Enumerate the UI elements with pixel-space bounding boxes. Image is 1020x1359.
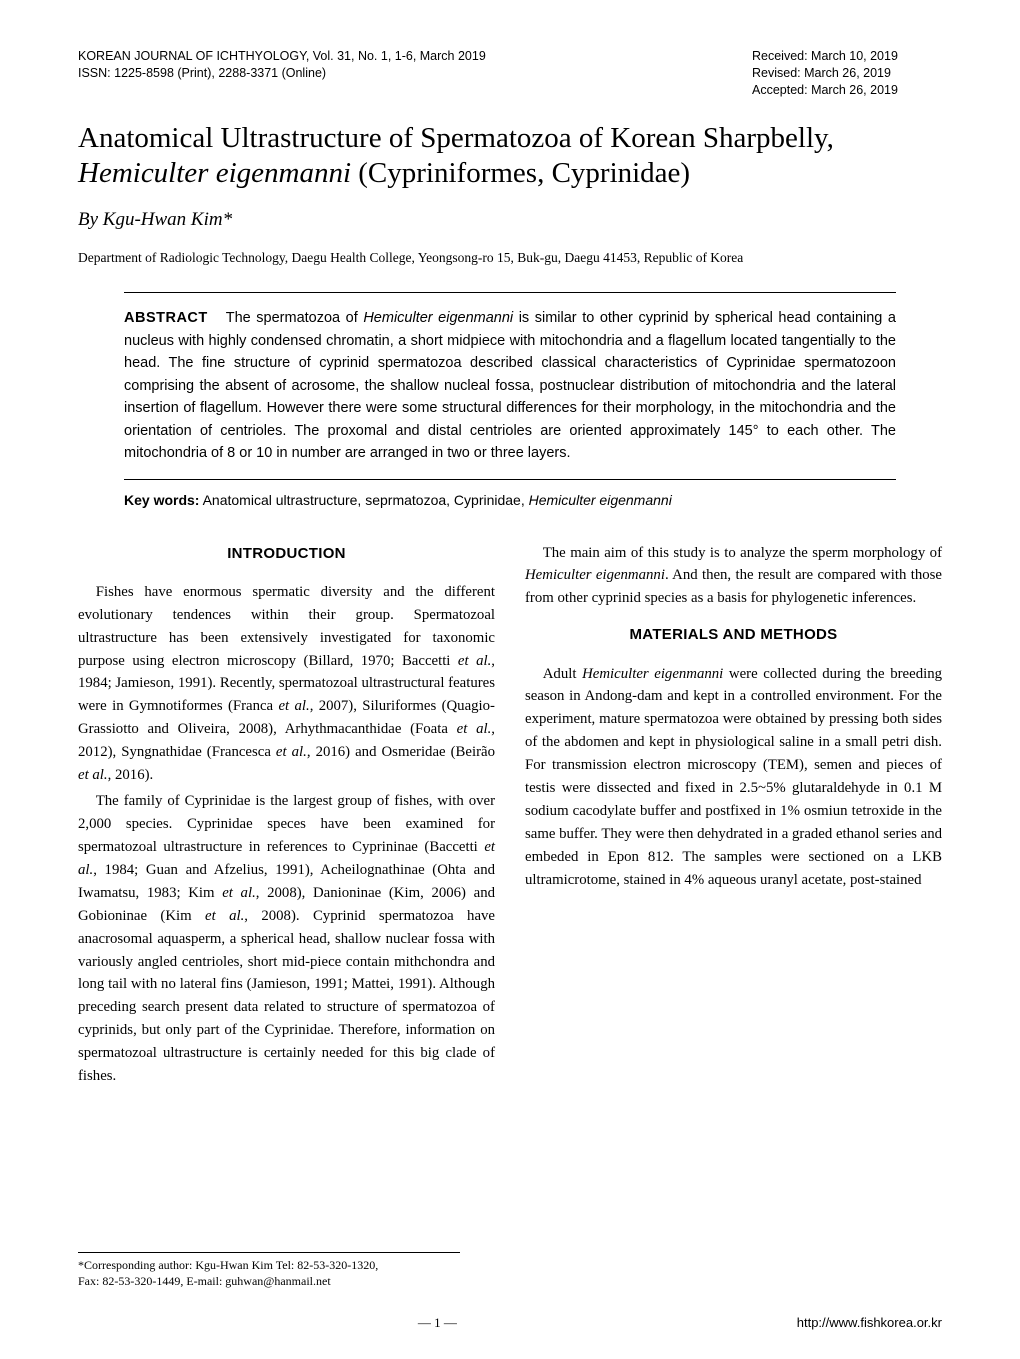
italic-run: et al. (457, 721, 492, 737)
text-run: The main aim of this study is to analyze… (543, 545, 942, 561)
text-run: Adult (543, 666, 582, 682)
header-row: KOREAN JOURNAL OF ICHTHYOLOGY, Vol. 31, … (78, 48, 942, 99)
footnote-line-2: Fax: 82-53-320-1449, E-mail: guhwan@hanm… (78, 1273, 480, 1289)
accepted-date: Accepted: March 26, 2019 (752, 82, 942, 99)
title-species: Hemiculter eigenmanni (78, 157, 351, 189)
methods-paragraph-1: Adult Hemiculter eigenmanni were collect… (525, 663, 942, 892)
intro-paragraph-1: Fishes have enormous spermatic diversity… (78, 581, 495, 787)
keywords-species: Hemiculter eigenmanni (529, 492, 672, 508)
page-number: — 1 — (418, 1315, 457, 1331)
spacer (525, 613, 942, 623)
text-run: The family of Cyprinidae is the largest … (78, 793, 495, 855)
manuscript-dates: Received: March 10, 2019 Revised: March … (752, 48, 942, 99)
introduction-heading: INTRODUCTION (78, 542, 495, 565)
journal-info: KOREAN JOURNAL OF ICHTHYOLOGY, Vol. 31, … (78, 48, 752, 82)
italic-run: Hemiculter eigenmanni (582, 666, 723, 682)
text-run: , 2008). Cyprinid spermatozoa have anacr… (78, 908, 495, 1084)
abstract-before: The spermatozoa of (226, 310, 364, 326)
keywords-text: Anatomical ultrastructure, seprmatozoa, … (199, 492, 528, 508)
intro-paragraph-3: The main aim of this study is to analyze… (525, 542, 942, 611)
revised-date: Revised: March 26, 2019 (752, 65, 942, 82)
author-byline: By Kgu-Hwan Kim* (78, 209, 942, 231)
abstract-block: ABSTRACT The spermatozoa of Hemiculter ei… (124, 292, 896, 479)
page-footer: — 1 — http://www.fishkorea.or.kr (78, 1315, 942, 1331)
footnote-line-1: *Corresponding author: Kgu-Hwan Kim Tel:… (78, 1257, 480, 1273)
footer-site-url: http://www.fishkorea.or.kr (797, 1315, 942, 1331)
italic-run: et al. (458, 653, 491, 669)
italic-run: et al. (276, 744, 307, 760)
title-text-after: (Cypriniformes, Cyprinidae) (351, 157, 690, 189)
text-run: , 2016). (108, 767, 154, 783)
corresponding-author-footnote: *Corresponding author: Kgu-Hwan Kim Tel:… (78, 1257, 480, 1289)
italic-run: Hemiculter eigenmanni (525, 567, 665, 583)
text-run: were collected during the breeding seaso… (525, 666, 942, 888)
intro-paragraph-2: The family of Cyprinidae is the largest … (78, 790, 495, 1088)
keywords-label: Key words: (124, 492, 199, 508)
italic-run: et al. (278, 698, 309, 714)
italic-run: et al. (78, 767, 108, 783)
received-date: Received: March 10, 2019 (752, 48, 942, 65)
journal-line-2: ISSN: 1225-8598 (Print), 2288-3371 (Onli… (78, 65, 752, 82)
methods-heading: MATERIALS AND METHODS (525, 623, 942, 646)
text-run: Fishes have enormous spermatic diversity… (78, 584, 495, 669)
keywords-line: Key words: Anatomical ultrastructure, se… (124, 492, 896, 508)
text-run: , 2016) and Osmeridae (Beirão (307, 744, 495, 760)
abstract-text: ABSTRACT The spermatozoa of Hemiculter ei… (124, 307, 896, 464)
italic-run: et al. (222, 885, 256, 901)
author-affiliation: Department of Radiologic Technology, Dae… (78, 249, 942, 268)
journal-line-1: KOREAN JOURNAL OF ICHTHYOLOGY, Vol. 31, … (78, 48, 752, 65)
abstract-label: ABSTRACT (124, 310, 208, 326)
italic-run: et al. (205, 908, 244, 924)
article-title: Anatomical Ultrastructure of Spermatozoa… (78, 121, 942, 192)
body-columns: INTRODUCTION Fishes have enormous sperma… (78, 542, 942, 1089)
abstract-species: Hemiculter eigenmanni (363, 310, 513, 326)
title-text-before: Anatomical Ultrastructure of Spermatozoa… (78, 122, 834, 154)
spacer (525, 895, 942, 1045)
page-root: KOREAN JOURNAL OF ICHTHYOLOGY, Vol. 31, … (0, 0, 1020, 1359)
abstract-after: is similar to other cyprinid by spherica… (124, 310, 896, 461)
footnote-rule (78, 1252, 460, 1253)
